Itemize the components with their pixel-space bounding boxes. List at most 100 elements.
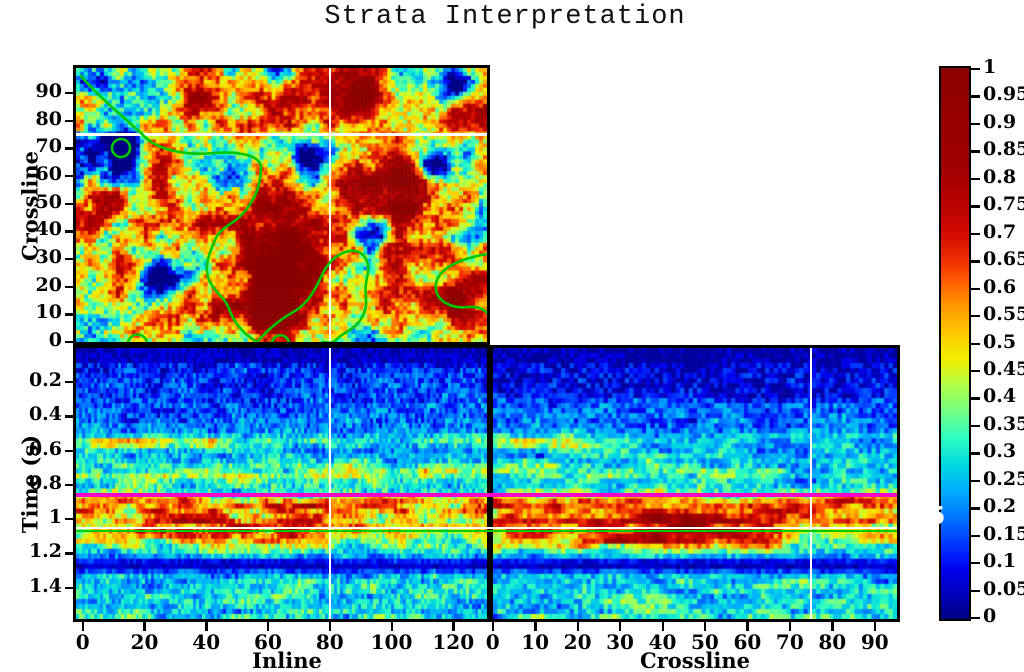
colorbar-tick: [971, 95, 980, 98]
crossline-xtick: [831, 622, 834, 631]
green-contour-path: [79, 74, 144, 136]
time-ytick: [65, 586, 74, 589]
colorbar-tick-label: 0.25: [983, 467, 1024, 490]
inline-axis-label: Inline: [252, 648, 322, 672]
crossline-xtick-label: 50: [691, 630, 719, 654]
map-ytick-label: 60: [35, 162, 62, 185]
colorbar-tick: [971, 424, 980, 428]
colorbar-tick: [971, 205, 980, 208]
map-ytick: [65, 285, 74, 289]
inline-xtick-label: 20: [130, 630, 159, 654]
sections-panel: [73, 345, 900, 622]
colorbar-tick: [971, 315, 980, 318]
crossline-xtick-label: 40: [648, 630, 677, 654]
inline-xtick-label: 0: [75, 630, 90, 654]
map-ytick: [65, 257, 74, 261]
map-ytick: [65, 313, 74, 316]
time-slice-line[interactable]: [76, 526, 897, 529]
inline-xtick: [81, 622, 85, 631]
crossline-xtick-label: 80: [818, 630, 847, 654]
colorbar-tick: [971, 68, 980, 71]
map-heatmap-canvas[interactable]: [76, 68, 487, 342]
map-ytick: [65, 147, 74, 150]
colorbar-tick-label: 0.65: [983, 248, 1024, 271]
time-ytick: [65, 449, 74, 452]
crossline-xtick: [619, 622, 622, 631]
crossline-xtick-label: 0: [485, 630, 500, 654]
colorbar-gradient: [941, 68, 969, 619]
colorbar-tick-label: 0.8: [983, 165, 1017, 188]
crossline-crosshair-line[interactable]: [810, 348, 813, 619]
inline-xtick-label: 120: [432, 630, 475, 654]
crossline-xtick-label: 90: [860, 630, 889, 654]
inline-crosshair-line[interactable]: [328, 348, 332, 619]
map-ytick-label: 70: [35, 135, 62, 158]
crossline-xtick: [534, 622, 537, 631]
green-contour-path: [140, 132, 263, 342]
colorbar-tick: [971, 369, 980, 373]
time-ytick: [65, 415, 74, 418]
map-ytick-label: 30: [35, 245, 62, 268]
colorbar-tick: [971, 452, 980, 455]
map-crosshair-inline-line[interactable]: [328, 68, 332, 342]
time-ytick-label: 0.2: [28, 369, 62, 391]
time-ytick: [65, 552, 74, 555]
colorbar-tick: [971, 342, 980, 345]
colorbar-tick: [971, 287, 980, 290]
inline-xtick: [390, 622, 393, 631]
colorbar-tick-label: 0.5: [983, 330, 1017, 353]
inline-xtick: [205, 622, 208, 631]
horizon-line-green[interactable]: [76, 529, 897, 533]
green-contour-path: [110, 137, 132, 159]
crossline-xtick-label: 60: [733, 630, 762, 654]
map-panel: [73, 65, 490, 345]
colorbar-tick: [971, 260, 980, 263]
colorbar-tick-label: 0.4: [983, 385, 1017, 408]
inline-xtick: [266, 622, 270, 631]
time-axis-label: Time (s): [17, 434, 43, 534]
map-ytick-label: 10: [35, 301, 62, 324]
green-contour-path: [126, 333, 291, 342]
crossline-section-canvas[interactable]: [493, 348, 897, 619]
green-contour-path: [434, 252, 487, 315]
colorbar-tick-label: 0.85: [983, 138, 1024, 161]
map-crosshair-crossline-line[interactable]: [76, 133, 487, 136]
time-ytick-label: 1: [48, 506, 62, 528]
colorbar-tick-label: 0.15: [983, 522, 1024, 545]
map-ytick-label: 0: [48, 329, 62, 351]
crossline-xtick: [873, 622, 877, 631]
map-ytick: [65, 119, 74, 123]
colorbar-tick: [971, 617, 980, 620]
colorbar-tick-label: 0.2: [983, 495, 1017, 518]
colorbar-tick: [971, 589, 980, 592]
colorbar-tick-label: 0.05: [983, 577, 1024, 600]
colorbar: [939, 66, 971, 621]
map-ytick: [65, 174, 74, 178]
colorbar-tick: [971, 397, 980, 400]
inline-xtick-label: 60: [254, 630, 282, 654]
colorbar-tick-label: 0.7: [983, 220, 1017, 243]
time-ytick: [65, 518, 74, 521]
map-ytick: [65, 202, 74, 206]
inline-xtick: [143, 622, 146, 631]
horizon-line-magenta[interactable]: [76, 493, 897, 498]
map-ytick: [65, 341, 74, 344]
crossline-axis-label: Crossline: [639, 648, 751, 672]
map-ylabel: Crossline: [17, 150, 43, 262]
colorbar-tick: [971, 534, 980, 538]
colorbar-tick-label: 0: [983, 605, 997, 627]
inline-xtick: [328, 622, 332, 631]
colorbar-tick-label: 0.6: [983, 275, 1017, 298]
inline-section-canvas[interactable]: [76, 348, 487, 619]
inline-xtick: [452, 622, 455, 631]
time-ytick-label: 0.6: [28, 437, 62, 460]
map-ytick-label: 50: [35, 190, 62, 213]
map-ytick: [65, 230, 74, 233]
time-ytick: [65, 483, 74, 487]
map-ytick-label: 90: [35, 79, 62, 102]
colorbar-tick: [971, 122, 980, 126]
colorbar-tick-label: 0.3: [983, 440, 1017, 463]
colorbar-stray-label: 5: [928, 501, 946, 530]
colorbar-tick: [971, 562, 980, 565]
